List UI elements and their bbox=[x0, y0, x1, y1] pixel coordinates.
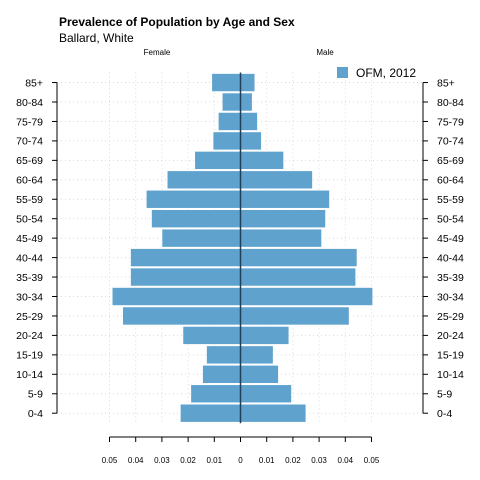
age-label-left: 15-19 bbox=[16, 350, 43, 362]
bar-female-30-34 bbox=[111, 286, 241, 306]
bar-female-20-24 bbox=[182, 325, 241, 345]
bar-male-5-9 bbox=[240, 384, 292, 404]
legend-swatch bbox=[337, 67, 348, 78]
bar-female-85+ bbox=[211, 73, 241, 93]
bar-male-0-4 bbox=[240, 403, 307, 423]
bar-male-60-64 bbox=[240, 170, 313, 190]
x-tick-label: 0.05 bbox=[102, 456, 118, 465]
age-label-right: 10-14 bbox=[437, 369, 464, 381]
bar-female-25-29 bbox=[122, 306, 241, 326]
age-label-left: 75-79 bbox=[16, 116, 43, 128]
left-axis: 0-4 5-9 10-14 15-19 20-24 25-29 30-34 35-39 40-4… bbox=[16, 77, 58, 420]
age-label-right: 80-84 bbox=[437, 97, 464, 109]
bar-female-60-64 bbox=[166, 170, 241, 190]
x-tick-label: 0.03 bbox=[154, 456, 170, 465]
bar-female-75-79 bbox=[217, 111, 241, 131]
bar-female-70-74 bbox=[212, 131, 241, 151]
age-label-right: 25-29 bbox=[437, 311, 464, 323]
bar-female-50-54 bbox=[151, 209, 241, 229]
bar-male-70-74 bbox=[240, 131, 262, 151]
bar-female-40-44 bbox=[130, 248, 241, 268]
age-label-right: 5-9 bbox=[437, 389, 452, 401]
x-axis: 0.05 0.04 0.03 0.02 0.01 0 0.01 0.02 0.03 0.04 0.0… bbox=[102, 436, 380, 465]
age-label-right: 45-49 bbox=[437, 233, 464, 245]
bar-male-25-29 bbox=[240, 306, 350, 326]
bars-group bbox=[111, 73, 374, 423]
bar-female-80-84 bbox=[221, 92, 241, 112]
x-tick-label: 0.03 bbox=[311, 456, 327, 465]
age-label-left: 55-59 bbox=[16, 194, 43, 206]
bar-female-0-4 bbox=[179, 403, 241, 423]
bar-male-85+ bbox=[240, 73, 256, 93]
bar-male-35-39 bbox=[240, 267, 357, 287]
x-tick-label: 0.02 bbox=[285, 456, 301, 465]
x-tick-label: 0.02 bbox=[180, 456, 196, 465]
age-label-left: 60-64 bbox=[16, 175, 43, 187]
age-label-right: 55-59 bbox=[437, 194, 464, 206]
age-label-right: 85+ bbox=[437, 77, 455, 89]
bar-male-10-14 bbox=[240, 364, 279, 384]
legend: OFM, 2012 bbox=[337, 66, 416, 80]
x-tick-label: 0.04 bbox=[338, 456, 354, 465]
age-label-right: 35-39 bbox=[437, 272, 464, 284]
age-label-left: 25-29 bbox=[16, 311, 43, 323]
x-tick-label: 0.01 bbox=[207, 456, 223, 465]
x-tick-label: 0.05 bbox=[364, 456, 380, 465]
bar-female-35-39 bbox=[130, 267, 241, 287]
age-label-right: 50-54 bbox=[437, 214, 464, 226]
x-tick-label: 0.01 bbox=[259, 456, 275, 465]
bar-male-65-69 bbox=[240, 150, 285, 170]
age-label-left: 70-74 bbox=[16, 136, 43, 148]
bar-male-80-84 bbox=[240, 92, 253, 112]
chart-title: Prevalence of Population by Age and Sex bbox=[59, 15, 295, 29]
age-label-left: 0-4 bbox=[28, 408, 43, 420]
bar-male-50-54 bbox=[240, 209, 327, 229]
age-label-right: 60-64 bbox=[437, 175, 464, 187]
age-label-right: 65-69 bbox=[437, 155, 464, 167]
bar-female-10-14 bbox=[202, 364, 241, 384]
legend-label: OFM, 2012 bbox=[356, 66, 416, 80]
grid-lines bbox=[57, 72, 423, 424]
age-label-left: 35-39 bbox=[16, 272, 43, 284]
bar-male-30-34 bbox=[240, 286, 374, 306]
chart-subtitle: Ballard, White bbox=[59, 31, 134, 45]
age-label-left: 80-84 bbox=[16, 97, 43, 109]
bar-female-15-19 bbox=[206, 345, 241, 365]
age-label-right: 70-74 bbox=[437, 136, 464, 148]
age-label-left: 5-9 bbox=[28, 389, 43, 401]
x-tick-label: 0 bbox=[238, 456, 243, 465]
bar-female-45-49 bbox=[161, 228, 241, 248]
age-label-left: 45-49 bbox=[16, 233, 43, 245]
age-label-left: 50-54 bbox=[16, 214, 43, 226]
bar-female-55-59 bbox=[145, 189, 241, 209]
age-label-right: 75-79 bbox=[437, 116, 464, 128]
age-label-right: 15-19 bbox=[437, 350, 464, 362]
age-label-right: 0-4 bbox=[437, 408, 452, 420]
x-tick-label: 0.04 bbox=[128, 456, 144, 465]
bar-female-65-69 bbox=[194, 150, 241, 170]
age-label-left: 20-24 bbox=[16, 330, 43, 342]
age-label-right: 40-44 bbox=[437, 252, 464, 264]
bar-male-75-79 bbox=[240, 111, 258, 131]
age-label-left: 10-14 bbox=[16, 369, 43, 381]
bar-male-45-49 bbox=[240, 228, 323, 248]
age-label-left: 85+ bbox=[25, 77, 43, 89]
age-label-left: 30-34 bbox=[16, 291, 43, 303]
bar-female-5-9 bbox=[190, 384, 241, 404]
bar-male-40-44 bbox=[240, 248, 358, 268]
age-label-left: 65-69 bbox=[16, 155, 43, 167]
age-label-right: 20-24 bbox=[437, 330, 464, 342]
bar-male-15-19 bbox=[240, 345, 274, 365]
female-label: Female bbox=[144, 48, 171, 57]
age-label-right: 30-34 bbox=[437, 291, 464, 303]
male-label: Male bbox=[316, 48, 334, 57]
bar-male-55-59 bbox=[240, 189, 330, 209]
age-label-left: 40-44 bbox=[16, 252, 43, 264]
bar-male-20-24 bbox=[240, 325, 290, 345]
right-axis: 0-4 5-9 10-14 15-19 20-24 25-29 30-34 35-39 40-4… bbox=[422, 77, 464, 420]
